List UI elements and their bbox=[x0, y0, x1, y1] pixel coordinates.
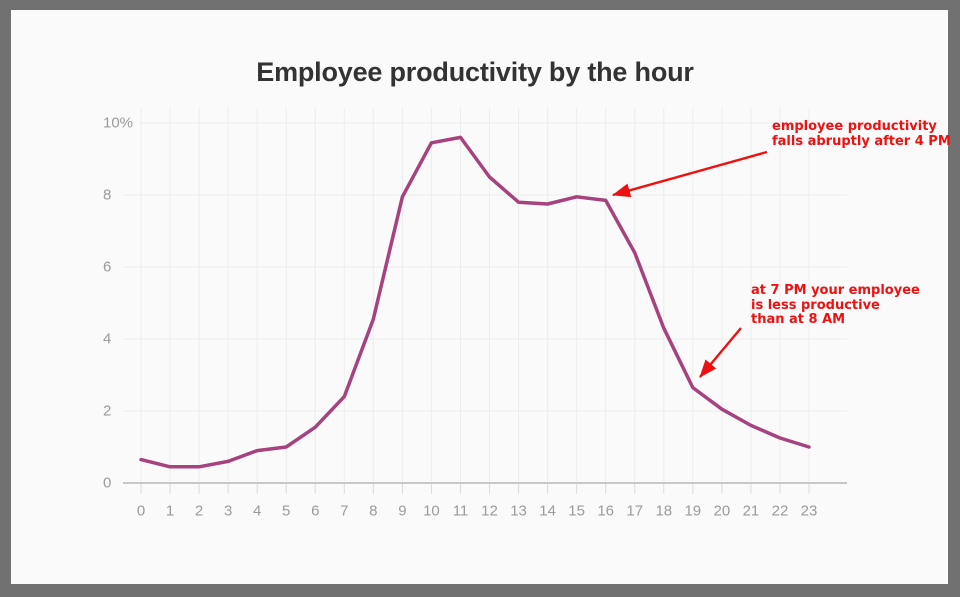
x-axis-label: 14 bbox=[539, 503, 556, 520]
x-axis-label: 18 bbox=[655, 503, 672, 520]
y-axis-label: 4 bbox=[103, 331, 111, 348]
x-axis-label: 0 bbox=[137, 503, 145, 520]
x-axis-label: 7 bbox=[340, 503, 348, 520]
x-axis-label: 16 bbox=[597, 503, 614, 520]
x-axis-label: 6 bbox=[311, 503, 319, 520]
x-axis-label: 8 bbox=[369, 503, 377, 520]
productivity-data-line bbox=[139, 135, 811, 469]
chart-panel bbox=[11, 10, 948, 584]
horizontal-gridlines bbox=[123, 122, 847, 484]
x-axis-label: 13 bbox=[510, 503, 527, 520]
x-axis-label: 10 bbox=[423, 503, 440, 520]
x-axis-label: 11 bbox=[453, 503, 469, 520]
y-axis-label: 2 bbox=[103, 403, 111, 420]
annotation-arrows bbox=[612, 150, 768, 378]
annotation-7pm-vs-8am: at 7 PM your employee is less productive… bbox=[751, 283, 920, 327]
annotation-arrow bbox=[612, 150, 768, 198]
vertical-gridlines bbox=[140, 108, 810, 483]
x-axis-label: 20 bbox=[714, 503, 731, 520]
x-axis-label: 5 bbox=[282, 503, 290, 520]
x-axis-label: 17 bbox=[626, 503, 643, 520]
x-axis-label: 15 bbox=[568, 503, 585, 520]
x-axis-label: 23 bbox=[801, 503, 818, 520]
x-axis-labels: 0 1 2 3 4 5 6 7 8 9 10 11 12 13 14 15 16 17 18 19 20 21 22 23 bbox=[137, 503, 818, 520]
chart-title: Employee productivity by the hour bbox=[256, 57, 694, 87]
x-axis-label: 9 bbox=[398, 503, 406, 520]
x-axis-label: 4 bbox=[253, 503, 261, 520]
y-axis-label: 8 bbox=[103, 187, 111, 204]
x-axis-label: 3 bbox=[224, 503, 232, 520]
x-axis-ticks bbox=[140, 484, 810, 494]
y-axis-label: 10% bbox=[103, 115, 133, 132]
y-axis-labels: 0 2 4 6 8 10% bbox=[103, 115, 133, 492]
y-axis-label: 0 bbox=[103, 475, 111, 492]
x-axis-label: 19 bbox=[684, 503, 701, 520]
annotation-arrow bbox=[699, 327, 742, 378]
y-axis-label: 6 bbox=[103, 259, 111, 276]
x-axis-label: 21 bbox=[743, 503, 760, 520]
annotation-falls-after-4pm: employee productivity falls abruptly aft… bbox=[772, 119, 951, 149]
x-axis-label: 1 bbox=[166, 503, 174, 520]
x-axis-label: 22 bbox=[772, 503, 789, 520]
x-axis-label: 12 bbox=[481, 503, 498, 520]
x-axis-label: 2 bbox=[195, 503, 203, 520]
